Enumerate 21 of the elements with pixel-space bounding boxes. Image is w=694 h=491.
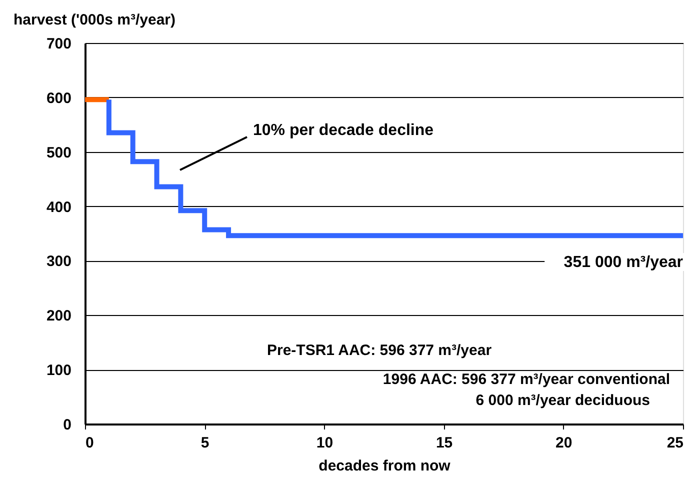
y-tick-label: 700 [46, 36, 72, 52]
y-tick-label: 600 [46, 90, 72, 107]
annotation: Pre-TSR1 AAC: 596 377 m³/year [267, 342, 492, 359]
x-tick-label: 0 [86, 434, 94, 452]
x-axis-title: decades from now [318, 458, 451, 474]
annotation: 6 000 m³/year deciduous [476, 392, 650, 409]
annotation: 351 000 m³/year [564, 254, 683, 271]
x-tick-label: 20 [556, 434, 572, 452]
y-tick-label: 100 [46, 362, 72, 380]
y-axis-title: harvest ('000s m³/year) [14, 12, 176, 28]
x-tick-label: 5 [200, 434, 210, 452]
y-tick-label: 500 [46, 144, 72, 162]
y-tick-label: 0 [63, 416, 72, 434]
y-tick-label: 400 [46, 198, 72, 216]
y-tick-label: 200 [46, 308, 72, 325]
annotation: 10% per decade decline [253, 122, 434, 139]
x-tick-label: 15 [436, 434, 453, 452]
x-tick-label: 25 [666, 434, 684, 452]
x-tick-label: 10 [316, 434, 334, 452]
annotation: 1996 AAC: 596 377 m³/year conventional [382, 371, 670, 388]
y-tick-label: 300 [46, 253, 72, 270]
